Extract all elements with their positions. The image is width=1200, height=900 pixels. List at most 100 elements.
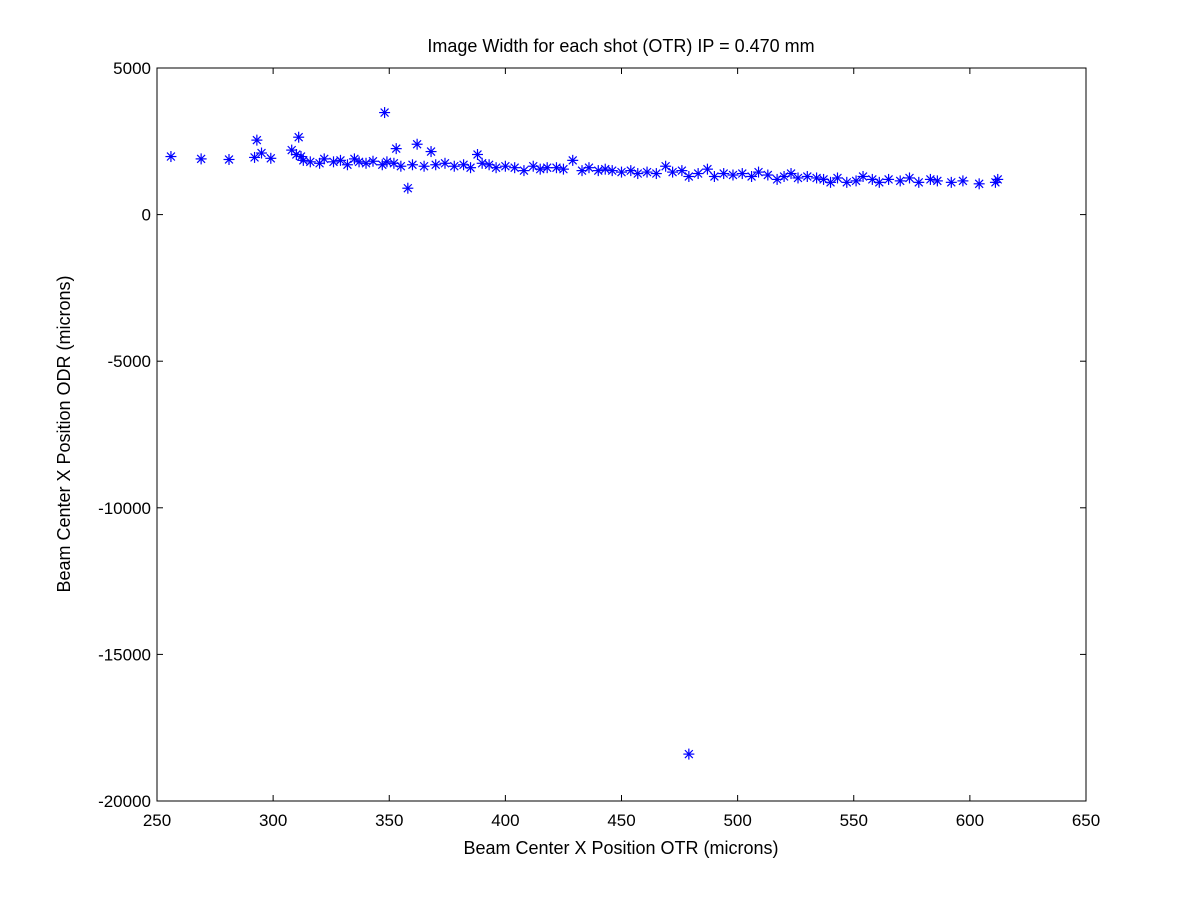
data-point (567, 154, 579, 166)
data-point (402, 182, 414, 194)
data-point (746, 170, 758, 182)
x-tick-label: 400 (491, 811, 519, 830)
data-point (924, 173, 936, 185)
data-point (825, 176, 837, 188)
data-point (701, 163, 713, 175)
data-point (334, 154, 346, 166)
data-point (293, 131, 305, 143)
data-point (973, 178, 985, 190)
data-point (762, 169, 774, 181)
data-point (736, 168, 748, 180)
data-point (318, 153, 330, 165)
data-point (465, 162, 477, 174)
data-point (476, 157, 488, 169)
data-point (708, 170, 720, 182)
data-point (390, 143, 402, 155)
data-point (727, 169, 739, 181)
data-point (550, 162, 562, 174)
x-axis-label: Beam Center X Position OTR (microns) (463, 838, 778, 858)
data-point (406, 159, 418, 171)
y-axis-label: Beam Center X Position ODR (microns) (54, 275, 74, 592)
data-point (903, 172, 915, 184)
data-point (341, 159, 353, 171)
data-point (811, 172, 823, 184)
data-point (223, 153, 235, 165)
data-point (894, 175, 906, 187)
x-tick-label: 250 (143, 811, 171, 830)
data-point (499, 160, 511, 172)
data-point (290, 148, 302, 160)
data-point (718, 168, 730, 180)
data-point (850, 175, 862, 187)
data-point (599, 163, 611, 175)
data-point (753, 166, 765, 178)
y-tick-label: -20000 (98, 792, 151, 811)
data-point (785, 168, 797, 180)
data-point (873, 176, 885, 188)
x-tick-label: 300 (259, 811, 287, 830)
data-point (676, 165, 688, 177)
data-point (857, 170, 869, 182)
points-layer (165, 107, 1004, 760)
data-point (992, 173, 1004, 185)
data-point (265, 152, 277, 164)
data-point (195, 153, 207, 165)
data-point (792, 172, 804, 184)
data-point (606, 165, 618, 177)
data-point (256, 147, 268, 159)
data-point (801, 170, 813, 182)
data-point (286, 144, 298, 156)
data-point (945, 176, 957, 188)
x-tick-label: 450 (607, 811, 635, 830)
x-tick-label: 550 (840, 811, 868, 830)
data-point (957, 175, 969, 187)
data-point (518, 165, 530, 177)
data-point (641, 166, 653, 178)
data-point (425, 146, 437, 158)
chart-title: Image Width for each shot (OTR) IP = 0.4… (427, 36, 814, 56)
data-point (683, 748, 695, 760)
data-point (534, 163, 546, 175)
data-point (557, 163, 569, 175)
data-point (360, 157, 372, 169)
data-point (251, 134, 263, 146)
y-tick-label: 5000 (113, 59, 151, 78)
y-tick-label: -15000 (98, 645, 151, 664)
data-point (683, 170, 695, 182)
data-point (490, 162, 502, 174)
x-tick-label: 600 (956, 811, 984, 830)
data-point (249, 151, 261, 163)
data-point (509, 162, 521, 174)
data-point (667, 166, 679, 178)
data-point (353, 156, 365, 168)
data-point (692, 168, 704, 180)
data-point (376, 159, 388, 171)
data-point (430, 159, 442, 171)
data-point (541, 162, 553, 174)
data-point (304, 156, 316, 168)
data-point (632, 168, 644, 180)
y-tick-label: 0 (142, 206, 151, 225)
data-point (831, 172, 843, 184)
y-tick-label: -10000 (98, 499, 151, 518)
y-tick-label: -5000 (108, 352, 151, 371)
data-point (395, 160, 407, 172)
x-tick-label: 500 (723, 811, 751, 830)
data-point (411, 138, 423, 150)
data-point (379, 107, 391, 119)
data-point (165, 151, 177, 163)
data-point (297, 154, 309, 166)
x-tick-label: 350 (375, 811, 403, 830)
data-point (448, 160, 460, 172)
data-point (650, 168, 662, 180)
data-point (913, 176, 925, 188)
data-point (883, 173, 895, 185)
data-point (841, 176, 853, 188)
data-point (616, 166, 627, 178)
ticks-layer: 250 300 350 400 450 500 550 600 650 -20000 -15000 -… (98, 59, 1100, 830)
data-point (418, 160, 430, 172)
data-point (328, 156, 340, 168)
data-point (583, 162, 595, 174)
